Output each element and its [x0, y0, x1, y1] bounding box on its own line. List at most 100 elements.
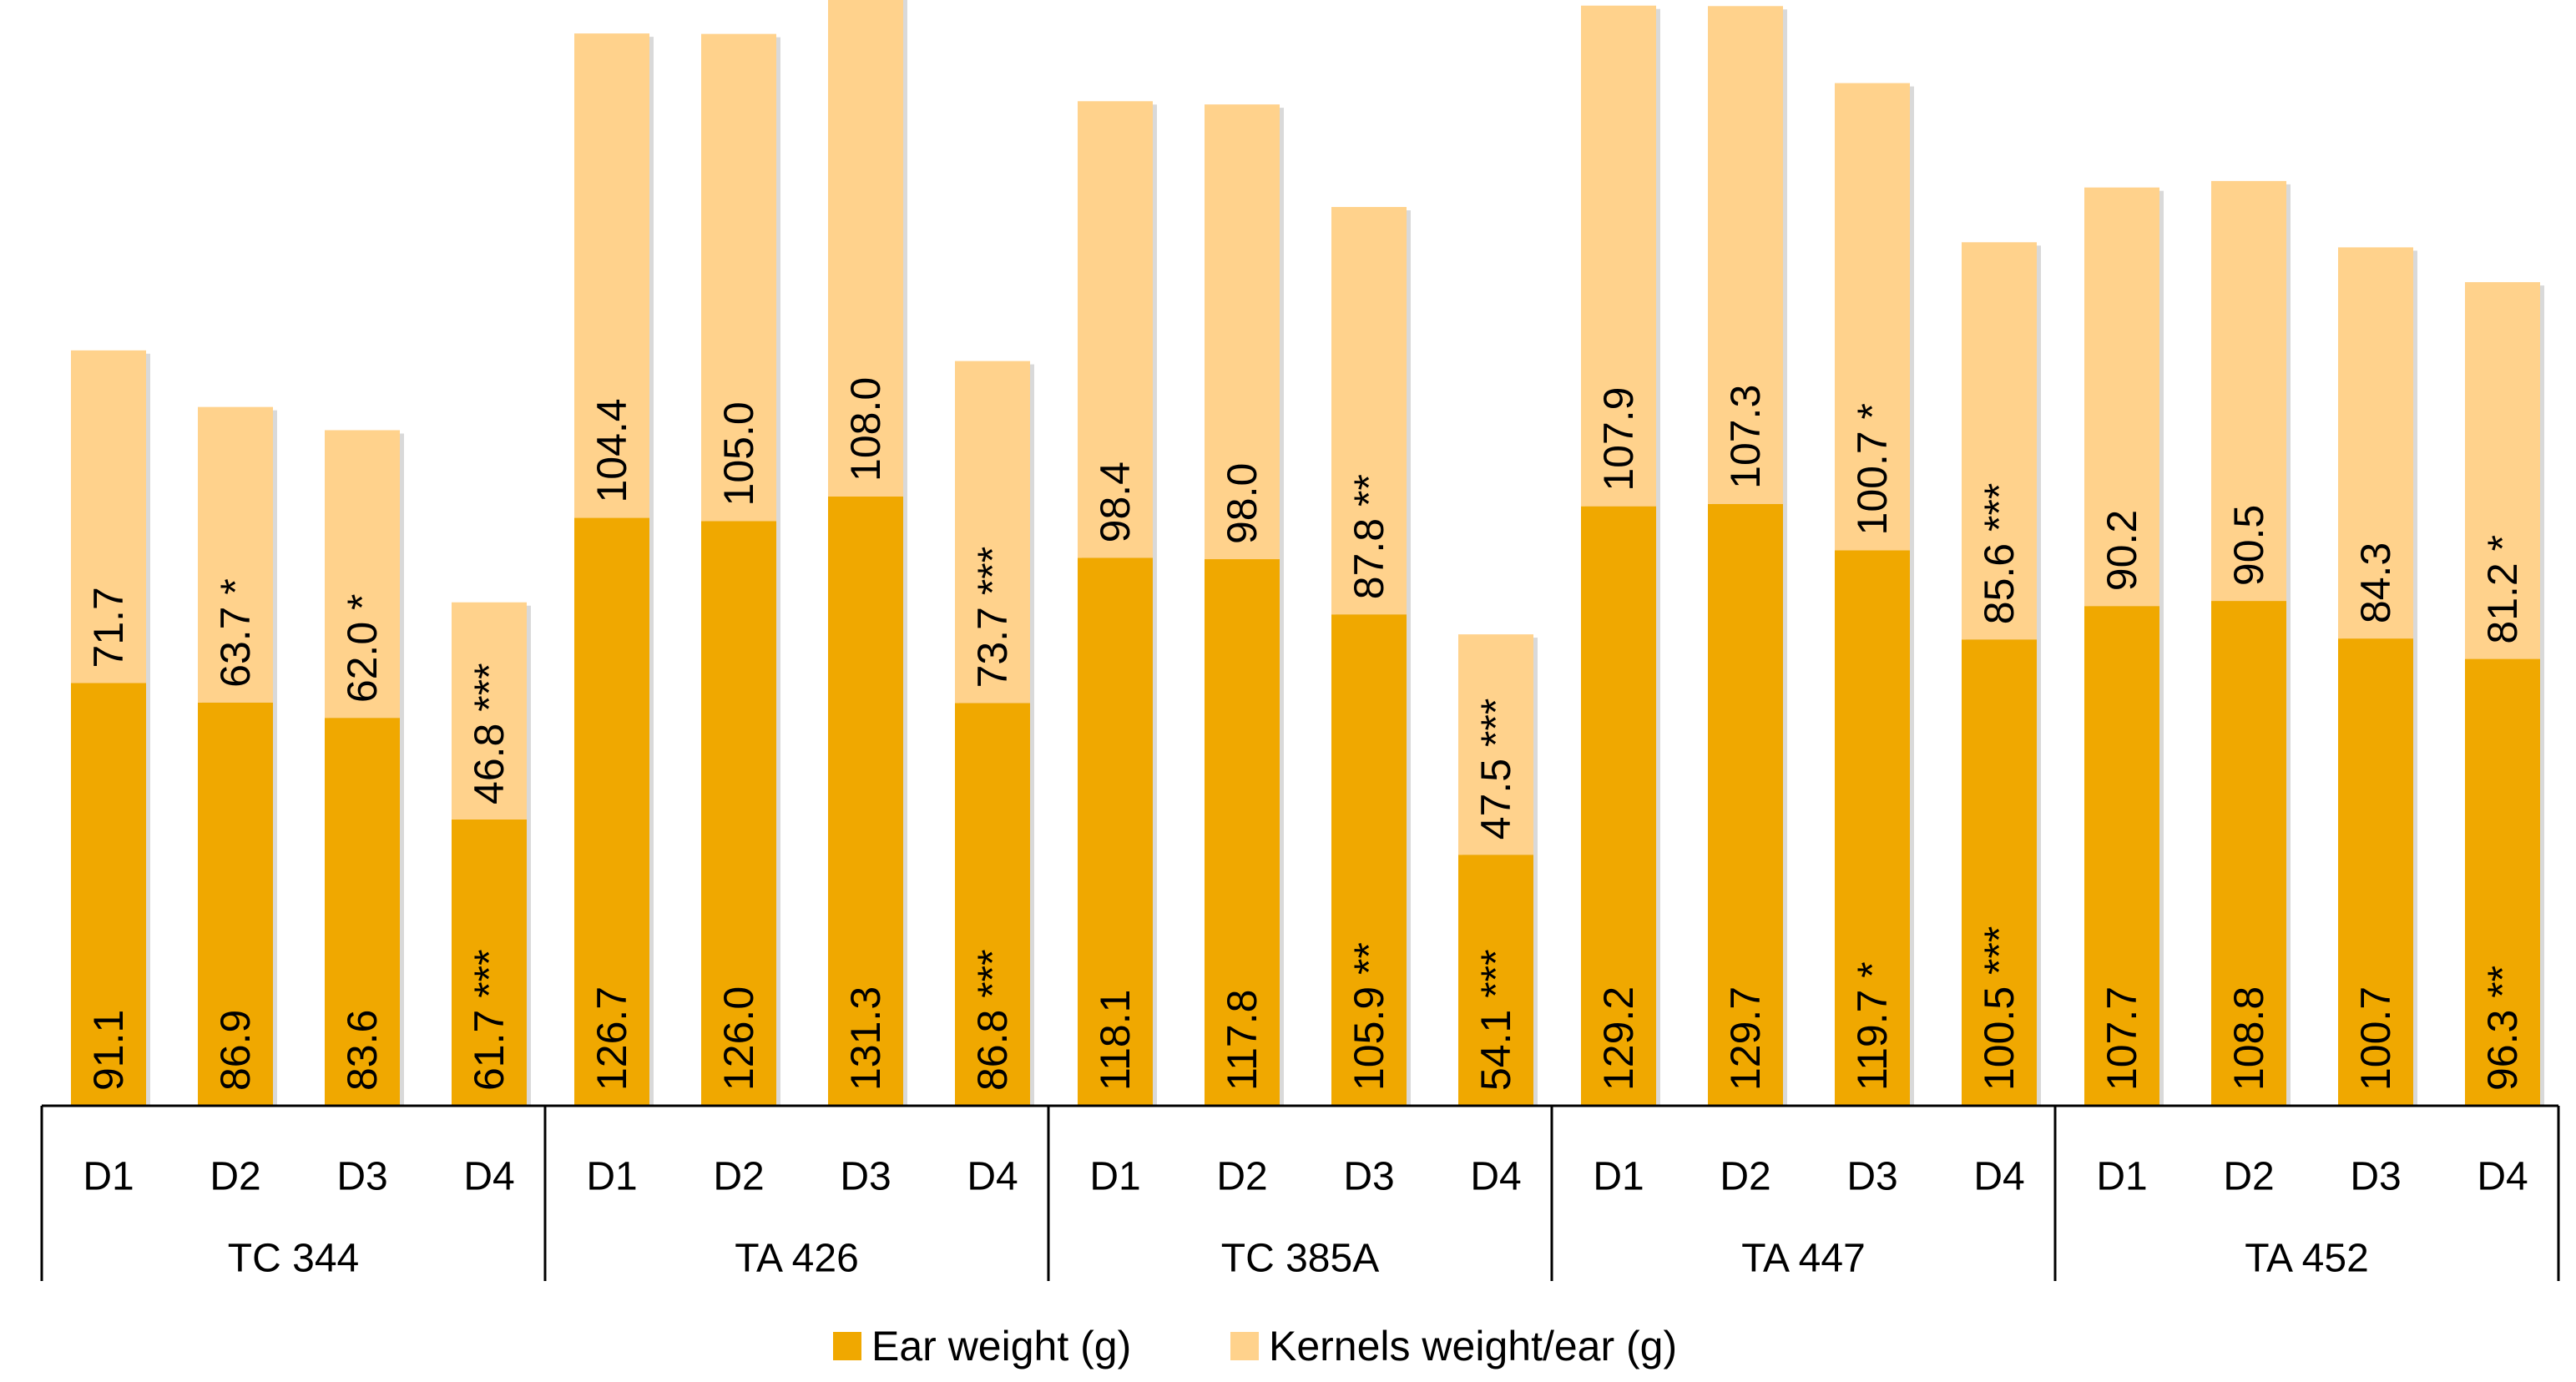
data-label-kernels: 105.0 [715, 401, 762, 506]
legend-swatch-kernels [1230, 1332, 1259, 1360]
bar-kernels-weight-ta-447-d1 [1581, 5, 1656, 507]
bar-kernels-weight-ta-426-d3 [828, 0, 903, 497]
bar-ear-weight-ta-452-d1 [2084, 606, 2159, 1106]
bar-ear-weight-tc-344-d4 [452, 819, 527, 1106]
x-tick-label: D4 [967, 1155, 1018, 1199]
data-label-kernels: 87.8 ** [1346, 474, 1392, 599]
data-label-kernels: 90.2 [2099, 510, 2145, 591]
bar-kernels-weight-tc-385a-d3 [1331, 207, 1407, 615]
x-tick-label: D4 [1973, 1155, 2024, 1199]
x-tick-label: D2 [1216, 1155, 1267, 1199]
x-tick-label: D3 [336, 1155, 387, 1199]
bar-ear-weight-ta-447-d1 [1581, 506, 1656, 1106]
bar-ear-weight-tc-385a-d2 [1205, 559, 1280, 1106]
data-label-ear: 54.1 *** [1472, 949, 1519, 1091]
data-label-ear: 131.3 [842, 986, 889, 1091]
bar-ear-weight-ta-426-d2 [701, 521, 776, 1106]
data-label-ear: 118.1 [1092, 990, 1139, 1091]
data-label-ear: 96.3 ** [2479, 966, 2526, 1091]
bar-ear-weight-ta-447-d4 [1962, 639, 2037, 1106]
data-label-ear: 108.8 [2225, 986, 2272, 1091]
data-label-kernels: 73.7 *** [969, 547, 1016, 688]
bar-ear-weight-tc-385a-d4 [1458, 855, 1533, 1106]
x-tick-label: D4 [1470, 1155, 1521, 1199]
bar-ear-weight-ta-452-d4 [2465, 658, 2540, 1106]
bar-kernels-weight-ta-426-d4 [955, 361, 1030, 704]
bar-kernels-weight-ta-452-d4 [2465, 282, 2540, 659]
bar-ear-weight-tc-385a-d1 [1078, 557, 1153, 1106]
bar-ear-weight-tc-344-d1 [71, 683, 146, 1106]
bar-kernels-weight-ta-426-d1 [574, 33, 649, 518]
bar-kernels-weight-ta-452-d2 [2211, 180, 2286, 602]
group-label: TA 447 [1741, 1237, 1866, 1281]
data-label-kernels: 107.3 [1722, 385, 1769, 489]
data-label-ear: 129.7 [1722, 986, 1769, 1091]
bar-ear-weight-ta-426-d4 [955, 703, 1030, 1106]
data-label-ear: 91.1 [85, 1010, 132, 1091]
data-label-ear: 107.7 [2099, 986, 2145, 1091]
data-label-kernels: 98.4 [1092, 462, 1139, 542]
data-label-ear: 105.9 ** [1346, 942, 1392, 1091]
x-tick-label: D3 [2350, 1155, 2401, 1199]
x-tick-label: D3 [1846, 1155, 1897, 1199]
legend-label-ear: Ear weight (g) [871, 1323, 1131, 1369]
bar-ear-weight-ta-447-d2 [1708, 503, 1783, 1106]
x-tick-label: D2 [2223, 1155, 2274, 1199]
bar-kernels-weight-tc-344-d4 [452, 602, 527, 820]
data-label-kernels: 81.2 * [2479, 535, 2526, 644]
data-label-ear: 119.7 * [1849, 961, 1896, 1091]
x-tick-label: D2 [713, 1155, 764, 1199]
x-tick-label: D4 [2477, 1155, 2528, 1199]
group-label: TA 452 [2245, 1237, 2369, 1281]
x-tick-label: D1 [83, 1155, 134, 1199]
data-label-ear: 83.6 [339, 1010, 386, 1091]
data-label-kernels: 107.9 [1595, 387, 1642, 492]
bar-kernels-weight-ta-447-d3 [1835, 83, 1910, 551]
bar-kernels-weight-tc-385a-d2 [1205, 104, 1280, 560]
data-label-kernels: 71.7 [85, 587, 132, 668]
bar-ear-weight-tc-344-d2 [198, 702, 273, 1106]
bar-kernels-weight-ta-447-d4 [1962, 242, 2037, 640]
bar-ear-weight-ta-426-d1 [574, 517, 649, 1106]
x-tick-label: D2 [1720, 1155, 1770, 1199]
bar-ear-weight-tc-385a-d3 [1331, 614, 1407, 1106]
bar-kernels-weight-ta-426-d2 [701, 33, 776, 522]
bar-kernels-weight-tc-344-d1 [71, 350, 146, 683]
legend-label-kernels: Kernels weight/ear (g) [1269, 1323, 1677, 1369]
data-label-ear: 129.2 [1595, 986, 1642, 1091]
x-tick-label: D2 [210, 1155, 260, 1199]
data-label-kernels: 46.8 *** [466, 663, 513, 804]
bar-kernels-weight-tc-385a-d1 [1078, 101, 1153, 558]
bar-ear-weight-ta-452-d2 [2211, 601, 2286, 1106]
data-label-ear: 61.7 *** [466, 949, 513, 1091]
bar-ear-weight-ta-447-d3 [1835, 550, 1910, 1106]
x-tick-label: D1 [1089, 1155, 1140, 1199]
data-label-kernels: 62.0 * [339, 594, 386, 704]
data-label-kernels: 108.0 [842, 377, 889, 482]
group-label: TC 385A [1221, 1237, 1379, 1281]
bar-kernels-weight-tc-344-d2 [198, 406, 273, 703]
bar-kernels-weight-tc-385a-d4 [1458, 634, 1533, 855]
data-label-ear: 126.7 [588, 986, 635, 1091]
data-label-ear: 100.5 *** [1976, 926, 2023, 1091]
group-label: TA 426 [735, 1237, 859, 1281]
data-label-kernels: 84.3 [2352, 542, 2399, 623]
bar-ear-weight-ta-452-d3 [2338, 638, 2413, 1106]
data-label-kernels: 100.7 * [1849, 403, 1896, 535]
data-label-kernels: 90.5 [2225, 505, 2272, 586]
bar-kernels-weight-ta-452-d3 [2338, 247, 2413, 639]
data-label-kernels: 85.6 *** [1976, 483, 2023, 625]
x-tick-label: D1 [1593, 1155, 1644, 1199]
data-label-ear: 117.8 [1219, 990, 1265, 1091]
data-label-kernels: 104.4 [588, 398, 635, 502]
data-label-ear: 100.7 [2352, 986, 2399, 1091]
bar-ear-weight-tc-344-d3 [325, 718, 400, 1106]
bar-ear-weight-ta-426-d3 [828, 496, 903, 1106]
data-label-ear: 86.9 [212, 1010, 259, 1091]
data-label-kernels: 98.0 [1219, 463, 1265, 544]
x-tick-label: D4 [463, 1155, 514, 1199]
bar-kernels-weight-ta-452-d1 [2084, 187, 2159, 607]
x-tick-label: D1 [586, 1155, 637, 1199]
